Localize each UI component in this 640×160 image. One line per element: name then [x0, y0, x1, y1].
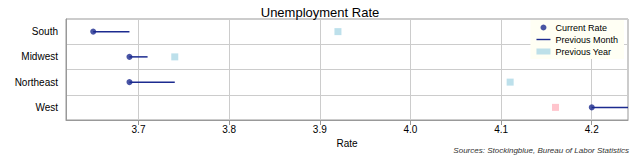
svg-text:3.7: 3.7 — [132, 124, 146, 135]
svg-text:Unemployment Rate: Unemployment Rate — [261, 5, 380, 20]
svg-text:South: South — [32, 26, 58, 37]
svg-text:Sources: Stockingblue, Bureau: Sources: Stockingblue, Bureau of Labor S… — [453, 146, 629, 155]
svg-text:Northeast: Northeast — [15, 77, 59, 88]
svg-text:4.1: 4.1 — [494, 124, 508, 135]
svg-text:4.2: 4.2 — [585, 124, 599, 135]
svg-text:West: West — [35, 102, 58, 113]
svg-text:3.8: 3.8 — [222, 124, 236, 135]
svg-text:3.9: 3.9 — [313, 124, 327, 135]
svg-text:Previous Year: Previous Year — [555, 47, 611, 57]
svg-text:Rate: Rate — [336, 138, 358, 149]
svg-text:Midwest: Midwest — [21, 51, 58, 62]
svg-text:Previous Month: Previous Month — [555, 35, 618, 45]
svg-text:Current Rate: Current Rate — [555, 23, 607, 33]
svg-text:4.0: 4.0 — [403, 124, 417, 135]
